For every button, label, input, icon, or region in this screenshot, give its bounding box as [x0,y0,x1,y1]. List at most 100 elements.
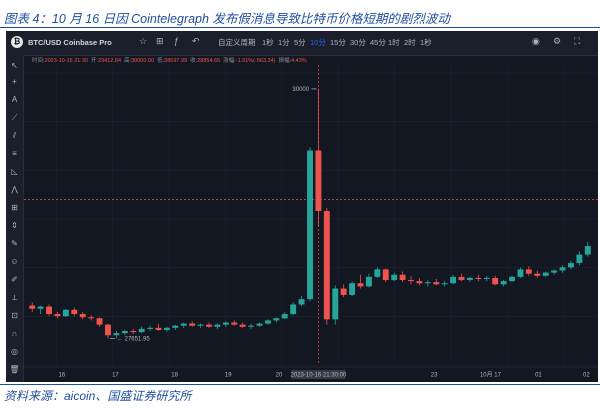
cursor-icon[interactable]: ↖ [11,61,18,70]
candle-body [130,331,137,333]
interval-1[interactable]: 1分 [278,38,290,47]
crosshair-time-box [291,370,346,379]
interval-8[interactable]: 2时 [404,38,416,47]
settings-icon[interactable]: ⚙ [553,36,562,46]
chart-terminal: ₿ BTC/USD Coinbase Pro ☆ ⊞ ƒ ↶ 自定义周期 1秒 … [6,31,598,382]
grid-tool-icon[interactable]: ⊞ [11,203,18,212]
candle-body [105,324,111,336]
ruler-icon[interactable]: ⟂ [11,293,18,302]
fullscreen-icon[interactable]: ⛶ [574,36,581,46]
interval-5[interactable]: 30分 [350,38,366,47]
interval-2[interactable]: 5分 [294,38,306,47]
eye-icon[interactable]: ◎ [11,347,18,356]
figure-caption: 图表 4：10 月 16 日因 Cointelegraph 发布假消息导致比特币… [4,12,450,26]
candle-body [466,277,473,281]
candle-body [298,299,305,305]
lock-icon[interactable]: ⊡ [11,311,18,320]
candle-body [180,323,187,326]
candle-body [357,283,364,287]
undo-icon[interactable]: ↶ [192,36,200,46]
pattern-icon[interactable]: ⋀ [11,185,18,194]
candle-body [54,314,61,317]
trendline-icon[interactable]: ⟋ [11,113,18,122]
x-tick-label: 20 [276,373,283,379]
interval-6[interactable]: 45分 [370,38,386,47]
caption-divider [0,27,600,28]
candle-body [576,254,583,264]
x-tick-label: 10月 17 [480,372,502,379]
candle-body [534,273,541,276]
candlestick-chart[interactable]: 30000 ← 27651.95 16 17 18 19 20 2023-10-16 21:3… [24,65,598,382]
parallel-channel-icon[interactable]: ⫽ [12,131,17,140]
x-tick-label: 01 [535,373,542,379]
candle-body [206,324,212,327]
candle-body [559,267,566,271]
x-tick-label: 23 [431,373,438,379]
candle-body [88,317,95,319]
candle-body [96,318,103,325]
candle-body [542,272,549,276]
pencil-icon[interactable]: ✐ [11,275,18,284]
candle-body [365,276,372,287]
candle-body [340,288,347,295]
candle-body [256,323,263,326]
candle-body [475,277,482,279]
interval-4[interactable]: 15分 [330,38,346,47]
candle-body [416,281,423,284]
candle-body [458,276,465,281]
candle-body [323,211,330,320]
candle-body [79,314,86,318]
emoji-icon[interactable]: ☺ [10,257,19,266]
candle-body [29,305,36,309]
candle-body [197,324,204,326]
x-tick-label: 17 [112,373,119,379]
candle-body [163,327,170,330]
candle-body [391,274,398,281]
candle-body [525,269,532,274]
candle-body [433,282,440,285]
compare-icon[interactable]: ⊞ [156,36,164,46]
drawing-toolbar: ↖ + A ⟋ ⫽ ≡ ◺ ⋀ ⊞ ⇕ ✎ ☺ ✐ ⟂ ⊡ ∩ ◎ 🗑 [6,55,24,382]
x-tick-label: 16 [58,373,65,379]
indicator-icon[interactable]: ƒ [174,36,180,46]
candle-body [551,270,558,273]
brush-icon[interactable]: ✎ [11,239,18,248]
measure-icon[interactable]: ⇕ [11,221,18,230]
triangle-icon[interactable]: ◺ [11,167,18,176]
candle-body [121,331,128,334]
candle-body [483,277,490,279]
figure-source: 资料来源：aicoin、国盛证券研究所 [4,389,192,403]
fib-icon[interactable]: ≡ [12,149,17,158]
x-tick-label: 19 [225,373,232,379]
candle-body [214,324,221,327]
text-icon[interactable]: A [11,95,18,104]
symbol-label[interactable]: BTC/USD Coinbase Pro [28,38,112,47]
candle-body [332,288,339,320]
interval-9[interactable]: 1秒 [420,38,432,47]
candle-body [517,269,524,277]
interval-7[interactable]: 1时 [388,38,400,47]
candle-body [46,306,52,315]
source-divider [0,384,600,385]
candle-body [315,150,322,212]
candle-body [155,327,162,330]
custom-period-menu[interactable]: 自定义周期 [218,38,256,47]
candle-body [424,282,431,284]
candle-body [290,304,297,315]
interval-0[interactable]: 1秒 [262,38,274,47]
logo-icon[interactable]: ₿ [11,36,23,48]
trash-icon[interactable]: 🗑 [9,365,20,374]
candle-body [307,150,313,300]
candle-body [222,322,229,325]
chart-toolbar: ₿ BTC/USD Coinbase Pro ☆ ⊞ ƒ ↶ 自定义周期 1秒 … [6,31,598,56]
crosshair-icon[interactable]: + [12,77,17,86]
camera-icon[interactable]: ◉ [532,36,540,46]
star-icon[interactable]: ☆ [139,36,148,46]
interval-active[interactable]: 10分 [310,38,326,47]
candle-body [500,281,507,285]
low-marker-label: ← 27651.95 [117,336,150,342]
candle-body [189,323,196,326]
magnet-icon[interactable]: ∩ [11,329,18,338]
candle-body [450,276,457,284]
candle-body [62,309,69,317]
